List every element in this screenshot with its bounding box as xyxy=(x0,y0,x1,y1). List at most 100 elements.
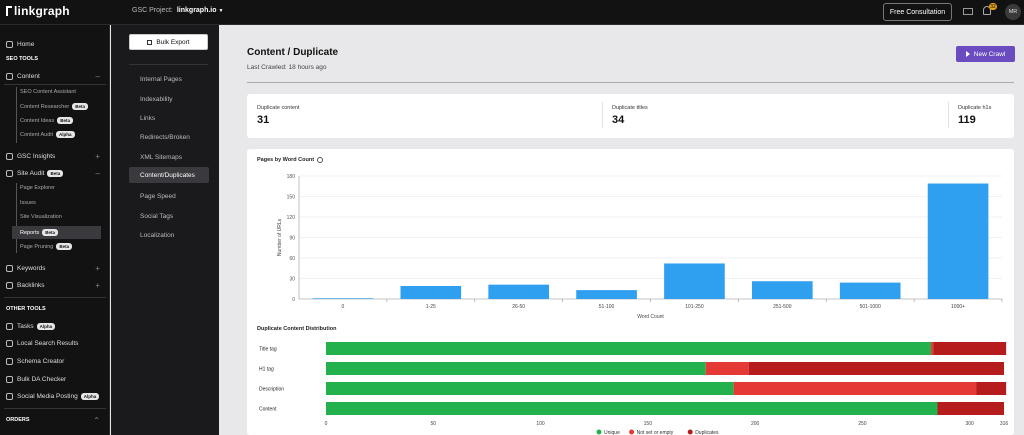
location-pin-icon xyxy=(6,339,13,347)
new-crawl-button[interactable]: New Crawl xyxy=(956,46,1015,62)
logo-text: linkgraph xyxy=(14,4,70,18)
sidebar-item-site-visualization[interactable]: Site Visualization xyxy=(20,214,62,220)
bar-segment xyxy=(933,342,1007,355)
sidebar-item-label: Page Pruning xyxy=(20,243,54,250)
sidebar-item-label: Local Search Results xyxy=(17,339,79,347)
sidebar-item-tasks[interactable]: Tasks Alpha xyxy=(0,319,109,333)
x-tick-label: 316 xyxy=(1000,421,1009,427)
x-tick-label: 50 xyxy=(430,421,436,427)
sidebar-item-keywords[interactable]: Keywords + xyxy=(0,261,109,275)
chart-title: Pages by Word Count xyxy=(257,157,324,163)
subnav-item-internal-pages[interactable]: Internal Pages xyxy=(140,75,182,83)
expand-icon[interactable]: + xyxy=(95,263,100,273)
divider xyxy=(602,102,603,128)
y-tick-label: Title tag xyxy=(259,347,277,353)
sidebar-item-label: Content xyxy=(17,72,40,80)
sidebar-item-bulk-da-checker[interactable]: Bulk DA Checker xyxy=(0,372,109,386)
avatar[interactable]: MR xyxy=(1005,4,1021,20)
subnav-item-localization[interactable]: Localization xyxy=(140,231,175,239)
bell-icon[interactable] xyxy=(983,6,991,15)
x-tick-label: 150 xyxy=(644,421,653,427)
x-tick-label: 501-1000 xyxy=(860,304,881,310)
gsc-project-selector[interactable]: GSC Project: linkgraph.io ▼ xyxy=(132,7,223,14)
duplicate-content-distribution-card: Duplicate Content Distribution Title tag… xyxy=(247,318,1014,435)
sidebar-item-schema-creator[interactable]: Schema Creator xyxy=(0,354,109,368)
subnav-item-links[interactable]: Links xyxy=(140,114,156,122)
sidebar-item-page-pruning[interactable]: Page Pruning Beta xyxy=(20,243,73,250)
sidebar-item-local-search-results[interactable]: Local Search Results xyxy=(0,336,109,350)
subnav-item-xml-sitemaps[interactable]: XML Sitemaps xyxy=(140,153,183,161)
collapse-icon[interactable]: – xyxy=(95,71,100,81)
orders-toggle[interactable]: ⌃ xyxy=(0,413,109,427)
collapse-icon[interactable]: – xyxy=(95,168,100,178)
keywords-icon xyxy=(6,264,13,272)
bulk-export-button[interactable]: Bulk Export xyxy=(129,34,208,50)
x-axis-label: Word Count xyxy=(637,314,664,320)
sidebar-item-label: GSC Insights xyxy=(17,152,56,160)
y-tick-label: H1 tag xyxy=(259,367,274,373)
free-consultation-button[interactable]: Free Consultation xyxy=(883,3,952,21)
sidebar-item-label: Social Media Posting xyxy=(17,392,78,400)
sidebar-item-label: Content Ideas xyxy=(20,117,55,124)
legend-marker xyxy=(596,429,602,435)
top-bar: linkgraph GSC Project: linkgraph.io ▼ Fre… xyxy=(0,0,1024,25)
divider xyxy=(247,82,1014,83)
sidebar-item-reports[interactable]: Reports Beta xyxy=(20,229,59,236)
subnav-item-content-duplicates[interactable]: Content/Duplicates xyxy=(129,167,209,183)
sidebar-item-label: Reports xyxy=(20,229,40,236)
bar xyxy=(927,183,989,299)
content-icon xyxy=(6,72,13,80)
subnav-item-social-tags[interactable]: Social Tags xyxy=(140,212,174,220)
sidebar: Home SEO TOOLS Content – SEO Content Assi… xyxy=(0,25,110,435)
expand-icon[interactable]: + xyxy=(95,280,100,290)
mail-icon[interactable] xyxy=(963,8,973,15)
chevron-down-icon: ▼ xyxy=(218,8,224,14)
y-tick-label: 150 xyxy=(287,195,296,201)
notification-count-badge: 32 xyxy=(989,3,997,10)
bar-segment xyxy=(326,342,932,355)
chevron-up-icon: ⌃ xyxy=(93,415,100,425)
y-tick-label: 90 xyxy=(289,236,295,242)
sidebar-item-gsc-insights[interactable]: GSC Insights + xyxy=(0,149,109,163)
sidebar-item-content-ideas[interactable]: Content Ideas Beta xyxy=(20,117,74,124)
y-tick-label: 0 xyxy=(292,297,295,303)
subnav-item-page-speed[interactable]: Page Speed xyxy=(140,192,176,200)
x-tick-label: 0 xyxy=(325,421,328,427)
sidebar-item-content-audit[interactable]: Content Audit Alpha xyxy=(20,131,75,138)
sidebar-item-issues[interactable]: Issues xyxy=(20,200,36,206)
divider xyxy=(4,408,106,409)
subnav-item-redirects-broken[interactable]: Redirects/Broken xyxy=(140,133,190,141)
sidebar-item-backlinks[interactable]: Backlinks + xyxy=(0,278,109,292)
y-axis-label: Number of URLs xyxy=(277,218,283,256)
stat-value: 119 xyxy=(958,114,976,126)
x-tick-label: 101-250 xyxy=(685,304,704,310)
bar xyxy=(839,282,901,299)
pages-by-word-count-card: Pages by Word Count 0 30 60 90 120 150 180 0 1-2… xyxy=(247,149,1014,330)
alpha-badge: Alpha xyxy=(80,392,100,400)
bar xyxy=(664,263,725,299)
sidebar-item-label: SEO Content Assistant xyxy=(20,89,76,95)
sidebar-item-seo-content-assistant[interactable]: SEO Content Assistant xyxy=(20,89,76,95)
logo[interactable]: linkgraph xyxy=(6,4,70,18)
sidebar-item-content-researcher[interactable]: Content Researcher Beta xyxy=(20,103,88,110)
bar-segment xyxy=(931,342,934,355)
sidebar-item-page-explorer[interactable]: Page Explorer xyxy=(20,185,55,191)
bar xyxy=(576,290,637,299)
x-tick-label: 26-50 xyxy=(512,304,525,310)
logo-mark-icon xyxy=(6,6,12,16)
sidebar-item-site-audit[interactable]: Site Audit Beta – xyxy=(0,166,109,180)
stat-value: 31 xyxy=(257,114,270,126)
info-icon[interactable] xyxy=(317,157,324,163)
sidebar-item-social-media-posting[interactable]: Social Media Posting Alpha xyxy=(0,389,109,403)
stat-label: Duplicate content xyxy=(257,105,300,111)
beta-badge: Beta xyxy=(42,229,59,236)
expand-icon[interactable]: + xyxy=(95,151,100,161)
sidebar-item-home[interactable]: Home xyxy=(0,37,109,51)
x-tick-label: 51-100 xyxy=(599,304,615,310)
sidebar-item-content[interactable]: Content – xyxy=(0,69,109,83)
beta-badge: Beta xyxy=(57,117,74,124)
page-title: Content / Duplicate xyxy=(247,47,339,58)
sidebar-item-label: Home xyxy=(17,40,35,48)
subnav-item-indexability[interactable]: Indexability xyxy=(140,95,173,103)
x-tick-label: 1000+ xyxy=(951,304,965,310)
